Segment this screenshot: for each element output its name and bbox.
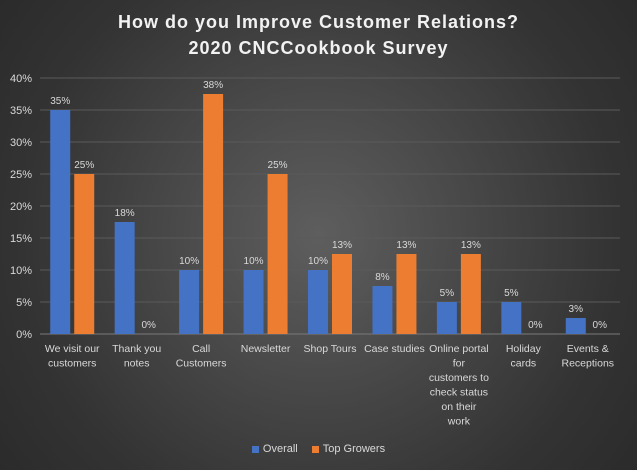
y-tick-label: 10% [10,265,32,277]
bar-overall [372,286,393,334]
bar-overall [308,270,328,334]
bar-top-growers [332,254,352,334]
x-tick-label: We visit our [45,343,100,355]
legend-swatch-top-growers [311,445,319,453]
legend: Overall Top Growers [0,443,637,455]
data-label: 8% [375,272,390,283]
data-label: 0% [141,320,156,331]
x-tick-label: work [447,416,471,428]
x-tick-label: Newsletter [241,343,291,355]
y-tick-label: 15% [10,233,32,245]
y-tick-label: 40% [10,73,32,85]
legend-swatch-overall [251,445,259,453]
chart-subtitle: 2020 CNCCookbook Survey [188,38,449,58]
data-label: 10% [308,256,328,267]
bar-top-growers [74,174,95,334]
y-tick-label: 20% [10,201,32,213]
bar-top-growers [203,94,224,334]
x-tick-label: for [453,358,466,370]
y-tick-label: 0% [16,329,32,341]
bar-overall [179,270,200,334]
x-tick-label: Receptions [562,358,615,370]
data-label: 13% [461,240,481,251]
bar-top-growers [396,254,417,334]
bar-overall [436,302,457,334]
legend-item-overall: Overall [251,443,298,455]
x-tick-label: cards [510,358,536,370]
y-tick-label: 30% [10,137,32,149]
x-tick-label: Call [192,343,210,355]
legend-item-top-growers: Top Growers [311,443,386,455]
data-label: 25% [268,160,288,171]
x-tick-label: on their [441,401,477,413]
bar-top-growers [267,174,288,334]
x-tick-label: Thank you [112,343,161,355]
x-tick-label: Online portal [429,343,489,355]
x-tick-label: Events & [567,343,609,355]
x-tick-label: Shop Tours [304,343,357,355]
data-label: 10% [179,256,199,267]
data-label: 0% [593,320,608,331]
bar-top-growers [460,254,481,334]
x-tick-label: Holiday [506,343,542,355]
data-label: 5% [504,288,519,299]
x-tick-label: customers [48,358,96,370]
chart-title: How do you Improve Customer Relations? [117,12,520,32]
data-label: 35% [50,96,70,107]
data-label: 3% [569,304,584,315]
bar-overall [114,222,135,334]
y-tick-label: 5% [16,297,32,309]
data-label: 0% [528,320,543,331]
legend-label-overall: Overall [262,443,298,455]
data-label: 13% [332,240,352,251]
x-tick-label: check status [430,387,488,399]
data-label: 18% [115,208,135,219]
bar-overall [243,270,264,334]
bar-overall [501,302,522,334]
bar-overall [50,110,71,334]
y-tick-label: 25% [10,169,32,181]
data-label: 38% [203,80,223,91]
data-label: 25% [74,160,94,171]
data-label: 5% [440,288,455,299]
x-tick-label: Customers [176,358,227,370]
bar-overall [565,318,586,334]
x-tick-label: Case studies [364,343,425,355]
legend-label-top-growers: Top Growers [322,443,386,455]
data-label: 13% [396,240,416,251]
x-tick-label: notes [124,358,150,370]
x-tick-label: customers to [429,372,489,384]
y-tick-label: 35% [10,105,32,117]
data-label: 10% [244,256,264,267]
